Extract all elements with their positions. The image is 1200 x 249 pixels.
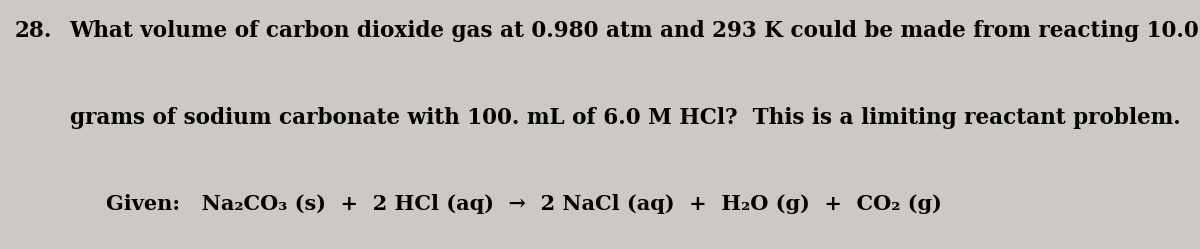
Text: What volume of carbon dioxide gas at 0.980 atm and 293 K could be made from reac: What volume of carbon dioxide gas at 0.9… xyxy=(70,20,1199,42)
Text: 28.: 28. xyxy=(14,20,52,42)
Text: Given:   Na₂CO₃ (s)  +  2 HCl (aq)  →  2 NaCl (aq)  +  H₂O (g)  +  CO₂ (g): Given: Na₂CO₃ (s) + 2 HCl (aq) → 2 NaCl … xyxy=(106,194,942,214)
Text: grams of sodium carbonate with 100. mL of 6.0 M HCl?  This is a limiting reactan: grams of sodium carbonate with 100. mL o… xyxy=(70,107,1181,129)
